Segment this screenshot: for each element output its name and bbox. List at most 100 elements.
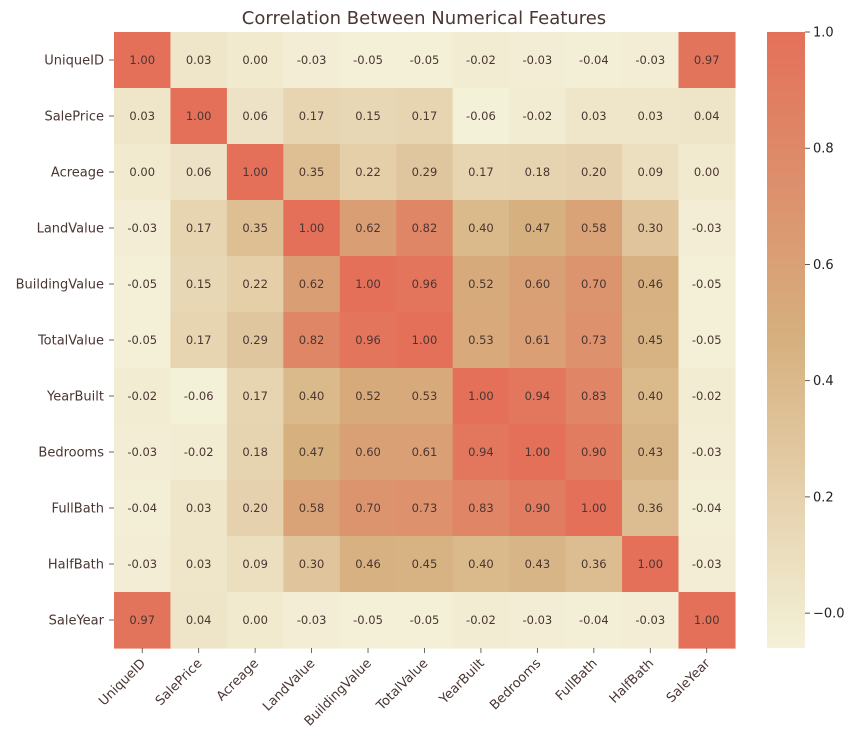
cell-value-label: 1.00 [355, 277, 381, 291]
cell-value-label: 0.15 [355, 109, 381, 123]
cell-value-label: 0.60 [355, 445, 381, 459]
cell-value-label: 0.47 [299, 445, 325, 459]
heatmap-cell [226, 200, 284, 257]
cell-value-label: 0.18 [242, 445, 268, 459]
heatmap-cell [678, 32, 736, 89]
heatmap-cell [170, 200, 228, 257]
cell-value-label: 0.00 [694, 165, 720, 179]
cell-value-label: 0.18 [525, 165, 551, 179]
cell-value-label: -0.03 [127, 445, 157, 459]
cell-value-label: 1.00 [129, 53, 155, 67]
colorbar-gradient [767, 32, 805, 648]
heatmap-cell [339, 536, 397, 593]
heatmap-cell [339, 200, 397, 257]
heatmap-cell [678, 368, 736, 425]
cell-value-label: -0.02 [466, 613, 496, 627]
cell-value-label: 0.70 [355, 501, 381, 515]
row-tick-label: BuildingValue [16, 278, 104, 293]
cell-value-label: 0.03 [129, 109, 155, 123]
cell-value-label: 0.82 [299, 333, 325, 347]
cell-value-label: 0.00 [242, 613, 268, 627]
heatmap-cell [622, 200, 680, 257]
heatmap-cell [452, 32, 510, 89]
cell-value-label: 0.30 [299, 557, 325, 571]
heatmap-cell [622, 144, 680, 201]
heatmap-cell [678, 144, 736, 201]
heatmap-cell [170, 480, 228, 537]
heatmap-cell [396, 368, 454, 425]
cell-value-label: -0.06 [466, 109, 496, 123]
heatmap-cell [283, 256, 341, 313]
heatmap-cell [509, 480, 567, 537]
cell-value-label: -0.02 [127, 389, 157, 403]
cell-value-label: 0.22 [242, 277, 268, 291]
column-tick-label: TotalValue [373, 656, 431, 714]
heatmap-cell [678, 200, 736, 257]
cell-value-label: 0.40 [299, 389, 325, 403]
heatmap-cell [114, 592, 172, 649]
heatmap-cell [283, 424, 341, 481]
colorbar-tick-label: 0.6 [813, 258, 834, 273]
heatmap-cell [509, 200, 567, 257]
heatmap-cell [226, 144, 284, 201]
heatmap-cell [170, 424, 228, 481]
cell-value-label: 0.82 [412, 221, 438, 235]
heatmap-cell [678, 592, 736, 649]
cell-value-label: -0.03 [692, 445, 722, 459]
cell-value-label: -0.02 [522, 109, 552, 123]
heatmap-cell [283, 368, 341, 425]
heatmap-cell [565, 312, 623, 369]
cell-value-label: 1.00 [525, 445, 551, 459]
heatmap-cell [509, 368, 567, 425]
heatmap-cell [170, 536, 228, 593]
cell-value-label: 0.97 [129, 613, 155, 627]
cell-value-label: 1.00 [694, 613, 720, 627]
heatmap-cell [509, 256, 567, 313]
heatmap-cell [396, 32, 454, 89]
cell-value-label: 0.29 [412, 165, 438, 179]
heatmap-cell [509, 536, 567, 593]
heatmap-cell [678, 480, 736, 537]
cell-value-label: 0.45 [637, 333, 663, 347]
colorbar-tick-label: −0.0 [813, 607, 845, 622]
heatmap-cell [622, 480, 680, 537]
heatmap-cell [283, 32, 341, 89]
row-tick-labels: UniqueID SalePrice Acreage LandValue Buildin… [16, 54, 114, 629]
cell-value-label: 0.94 [525, 389, 551, 403]
cell-value-label: 1.00 [637, 557, 663, 571]
heatmap-cell [509, 88, 567, 145]
heatmap-cell [114, 144, 172, 201]
heatmap-cell [509, 424, 567, 481]
heatmap-cell [622, 256, 680, 313]
heatmap-cell [283, 144, 341, 201]
heatmap-cell [622, 424, 680, 481]
cell-value-label: -0.05 [127, 333, 157, 347]
cell-value-label: 0.43 [637, 445, 663, 459]
column-tick-label: FullBath [553, 656, 601, 704]
heatmap-cell [678, 88, 736, 145]
cell-value-label: 0.52 [355, 389, 381, 403]
heatmap-cell [452, 592, 510, 649]
heatmap-cell [396, 88, 454, 145]
heatmap-cell [339, 312, 397, 369]
cell-value-label: 0.62 [355, 221, 381, 235]
heatmap-cell [114, 312, 172, 369]
cell-value-label: 0.03 [186, 501, 212, 515]
heatmap-cell [565, 256, 623, 313]
heatmap-cell [452, 256, 510, 313]
row-tick-label: UniqueID [44, 54, 104, 69]
cell-value-label: -0.02 [692, 389, 722, 403]
cell-value-label: 0.62 [299, 277, 325, 291]
heatmap-cell [170, 592, 228, 649]
cell-value-label: -0.03 [635, 53, 665, 67]
cell-value-label: 0.61 [525, 333, 551, 347]
cell-value-label: 0.35 [242, 221, 268, 235]
heatmap-cell [565, 32, 623, 89]
heatmap-cell [565, 480, 623, 537]
chart-title: Correlation Between Numerical Features [242, 8, 606, 29]
heatmap-cell [226, 312, 284, 369]
row-tick-label: LandValue [37, 222, 104, 237]
colorbar-tick-label: 0.2 [813, 490, 834, 505]
cell-value-label: 0.70 [581, 277, 607, 291]
cell-value-label: 1.00 [242, 165, 268, 179]
